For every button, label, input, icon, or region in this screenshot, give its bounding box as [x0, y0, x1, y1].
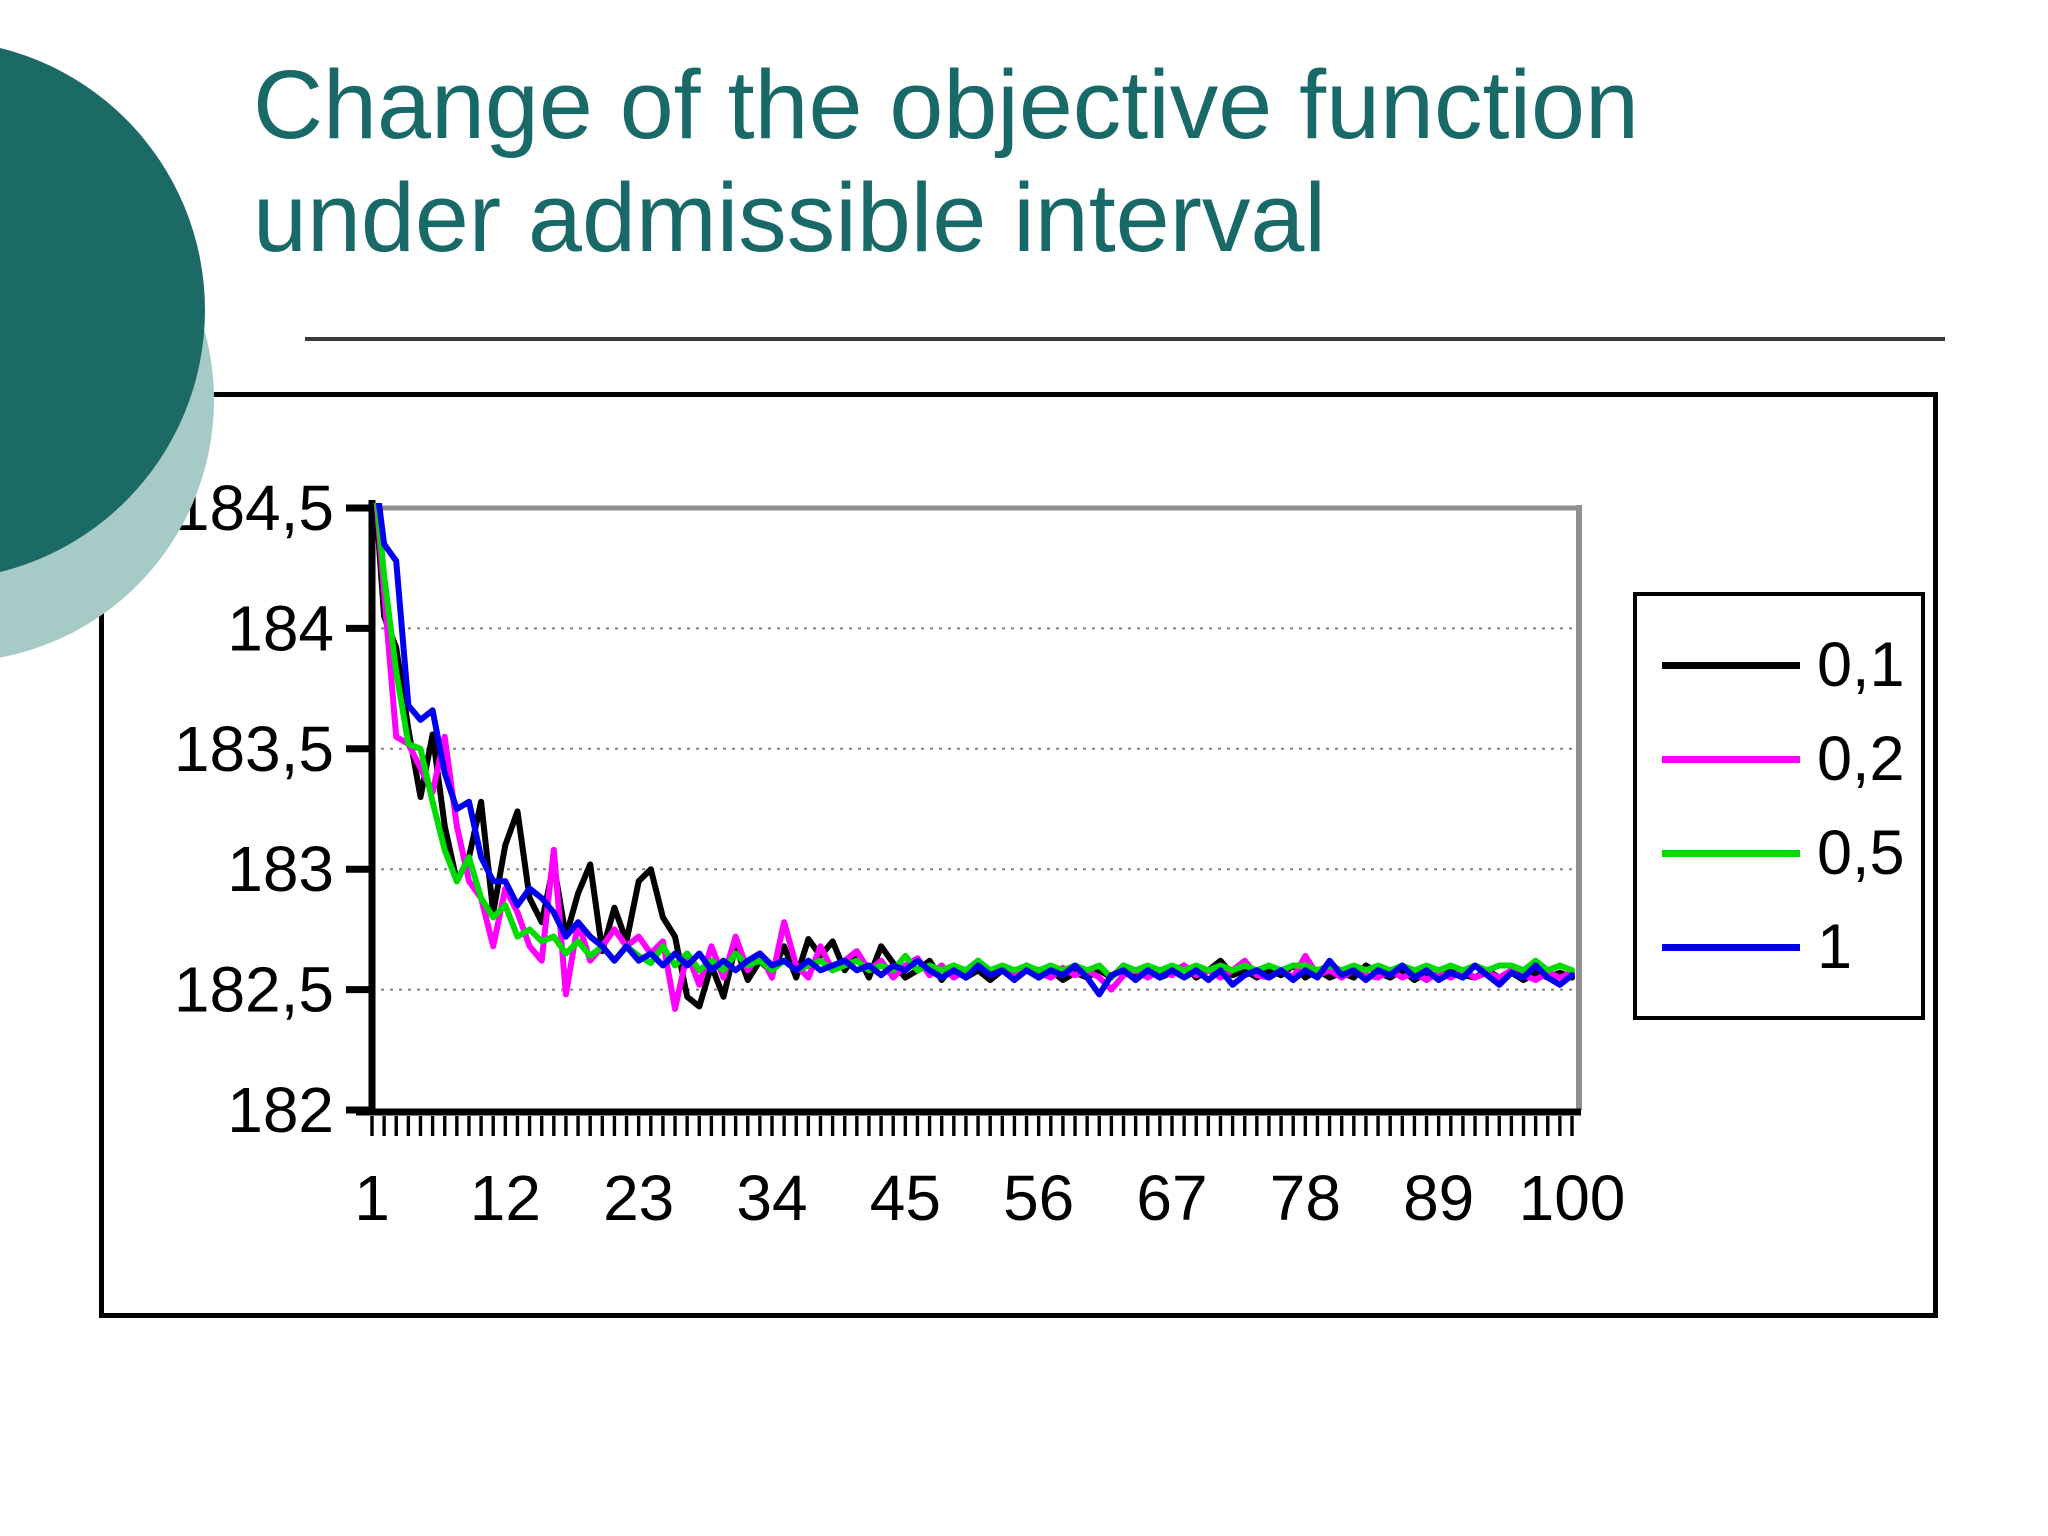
- legend-swatch-1: [1662, 943, 1800, 951]
- legend-swatch-0_5: [1662, 849, 1800, 857]
- page-title-line-1: Change of the objective function: [253, 50, 1639, 159]
- title-underline: [305, 337, 1945, 341]
- legend-item: 1: [1637, 911, 1921, 982]
- legend-label: 0,2: [1817, 723, 1905, 794]
- legend-swatch-0_2: [1662, 755, 1800, 763]
- legend-item: 0,5: [1637, 817, 1921, 888]
- legend-item: 0,2: [1637, 723, 1921, 794]
- page-title-line-2: under admissible interval: [253, 163, 1326, 273]
- chart-legend: 0,1 0,2 0,5 1: [1633, 592, 1925, 1020]
- legend-item: 0,1: [1637, 629, 1921, 700]
- legend-swatch-0_1: [1662, 661, 1800, 669]
- page-title: Change of the objective function under a…: [253, 48, 1873, 275]
- legend-label: 1: [1817, 911, 1853, 982]
- legend-label: 0,1: [1817, 629, 1905, 700]
- legend-label: 0,5: [1817, 817, 1905, 888]
